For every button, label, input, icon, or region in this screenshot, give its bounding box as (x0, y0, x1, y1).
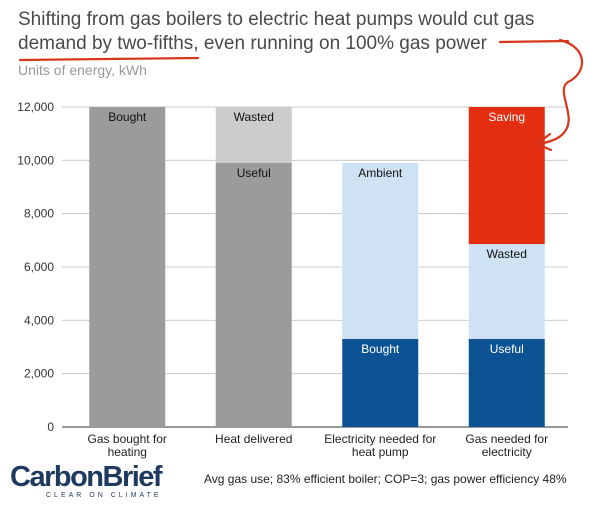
x-category-label: electricity (482, 445, 532, 459)
annotation-arrow-curve (536, 38, 584, 146)
bar-segment (468, 107, 545, 245)
bar-segment (468, 339, 545, 427)
y-tick-label: 4,000 (24, 313, 54, 327)
y-tick-label: 2,000 (24, 367, 54, 381)
y-tick-label: 10,000 (17, 153, 54, 167)
x-category-label: heat pump (352, 445, 409, 459)
bar-segment (468, 244, 545, 339)
segment-label: Bought (108, 110, 147, 124)
segment-label: Saving (488, 110, 525, 124)
chart-subtitle: Units of energy, kWh (18, 62, 147, 78)
segment-label: Bought (361, 342, 400, 356)
segment-label: Wasted (234, 110, 274, 124)
logo-wordmark: CarbonBrief (10, 461, 163, 493)
annotation-arrow-head (535, 132, 553, 152)
segment-label: Ambient (358, 166, 403, 180)
y-tick-label: 6,000 (24, 260, 54, 274)
bar-segment (89, 107, 166, 427)
y-tick-label: 12,000 (17, 100, 54, 114)
segment-label: Useful (237, 166, 271, 180)
title-highlight-cut-gas: cut gas (473, 9, 535, 30)
x-category-label: Electricity needed for (324, 432, 436, 446)
x-category-label: heating (108, 445, 147, 459)
chart-title: Shifting from gas boilers to electric he… (18, 8, 578, 56)
chart-footnote: Avg gas use; 83% efficient boiler; COP=3… (204, 472, 567, 486)
title-highlight-two-fifths: demand by two-fifths (18, 33, 194, 54)
x-category-label: Gas bought for (88, 432, 167, 446)
annotation-underline-cut-gas (498, 39, 570, 44)
carbonbrief-logo: CarbonBrief CLEAR ON CLIMATE (10, 461, 163, 500)
y-tick-label: 0 (47, 420, 54, 434)
title-part-1: Shifting from gas boilers to electric he… (18, 9, 474, 30)
segment-label: Wasted (487, 247, 527, 261)
segment-label: Useful (490, 342, 524, 356)
bar-segment (342, 339, 419, 427)
bar-segment (215, 107, 292, 163)
bar-segment (215, 163, 292, 427)
logo-tagline: CLEAR ON CLIMATE (46, 492, 162, 499)
annotation-underline-two-fifths (18, 56, 200, 62)
x-category-label: Heat delivered (215, 432, 292, 446)
y-tick-label: 8,000 (24, 207, 54, 221)
title-part-3: , even running on 100% gas power (193, 33, 487, 54)
x-category-label: Gas needed for (465, 432, 548, 446)
bar-segment (342, 163, 419, 339)
